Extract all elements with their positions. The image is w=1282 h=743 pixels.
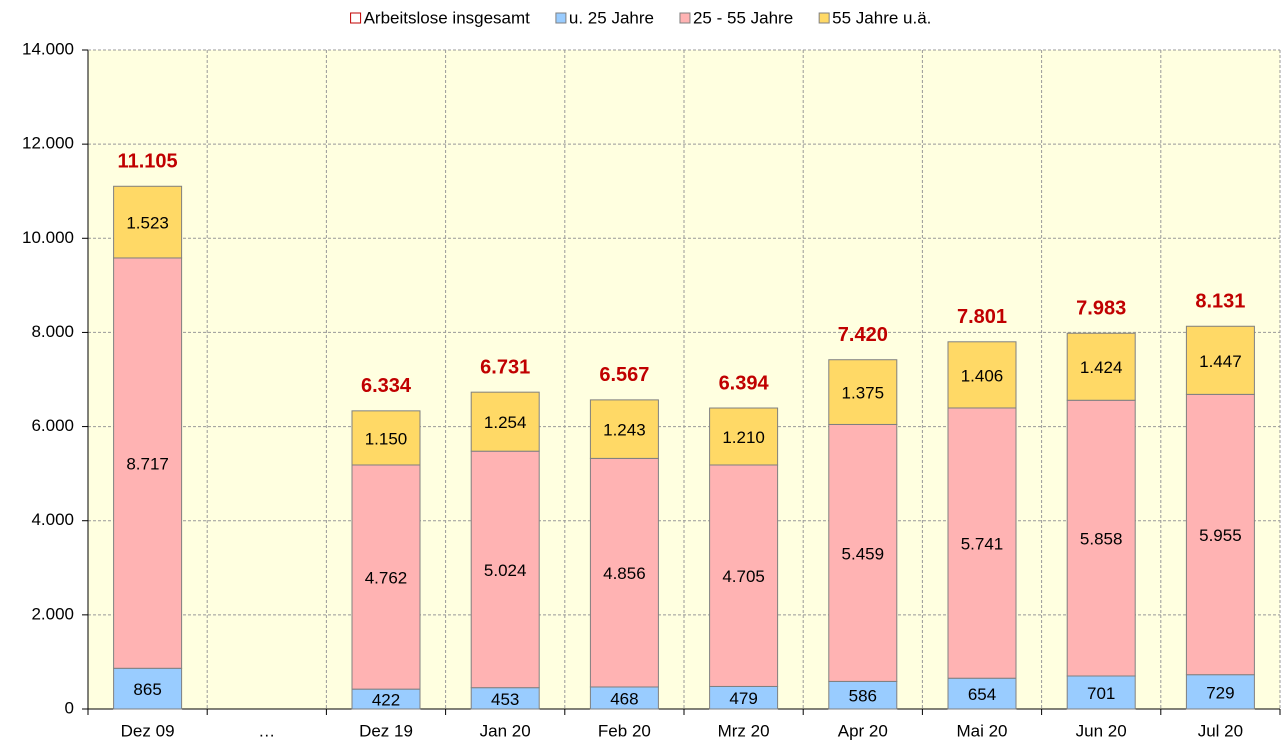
- bar-segment: [1185, 393, 1255, 676]
- bar-segment: [470, 450, 540, 689]
- bar-segment: [351, 464, 421, 690]
- x-tick-label: Feb 20: [598, 721, 651, 740]
- y-tick-label: 12.000: [22, 134, 74, 153]
- data-label: 1.424: [1080, 358, 1123, 377]
- legend-swatch: [818, 12, 830, 24]
- y-tick-label: 6.000: [31, 416, 74, 435]
- data-label: 654: [968, 685, 996, 704]
- data-label: 1.523: [126, 214, 169, 233]
- bar-segment: [113, 185, 183, 259]
- total-label: 8.131: [1195, 291, 1245, 313]
- data-label: 453: [491, 690, 519, 709]
- bar-segment: [1066, 675, 1136, 710]
- total-label: 7.420: [838, 324, 888, 346]
- bar-segment: [1185, 325, 1255, 395]
- bar-segment: [947, 407, 1017, 679]
- data-label: 1.406: [961, 366, 1004, 385]
- data-label: 1.210: [722, 428, 765, 447]
- data-label: 1.243: [603, 421, 646, 440]
- data-label: 4.856: [603, 564, 646, 583]
- legend-swatch: [555, 12, 567, 24]
- data-label: 422: [372, 691, 400, 710]
- legend-label: 55 Jahre u.ä.: [832, 8, 931, 27]
- y-tick-label: 8.000: [31, 322, 74, 341]
- y-tick-label: 0: [65, 698, 74, 717]
- data-label: 586: [849, 687, 877, 706]
- data-label: 5.741: [961, 535, 1004, 554]
- bar-segment: [1185, 674, 1255, 710]
- bar-segment: [1066, 399, 1136, 677]
- x-tick-label: Apr 20: [838, 721, 888, 740]
- bar-segment: [709, 464, 779, 687]
- data-label: 5.955: [1199, 526, 1242, 545]
- legend-swatch: [679, 12, 691, 24]
- bar-segment: [828, 680, 898, 710]
- y-tick-label: 4.000: [31, 510, 74, 529]
- bar-segment: [470, 391, 540, 452]
- total-label: 6.567: [599, 364, 649, 386]
- data-label: 5.858: [1080, 530, 1123, 549]
- data-label: 5.459: [842, 544, 885, 563]
- bar-segment: [1066, 332, 1136, 401]
- x-tick-label: Dez 19: [359, 721, 413, 740]
- total-label: 6.394: [719, 372, 770, 394]
- total-label: 7.983: [1076, 298, 1126, 320]
- data-label: 1.375: [842, 384, 885, 403]
- data-label: 1.254: [484, 413, 527, 432]
- data-label: 8.717: [126, 455, 169, 474]
- total-label: 7.801: [957, 306, 1007, 328]
- bar-segment: [828, 359, 898, 425]
- data-label: 479: [729, 689, 757, 708]
- bar-segment: [113, 257, 183, 669]
- legend-label: u. 25 Jahre: [569, 8, 654, 27]
- data-label: 1.150: [365, 429, 408, 448]
- x-tick-label: …: [258, 721, 275, 740]
- data-label: 4.762: [365, 569, 408, 588]
- bar-segment: [589, 399, 659, 459]
- legend-label: 25 - 55 Jahre: [693, 8, 793, 27]
- y-tick-label: 10.000: [22, 228, 74, 247]
- x-tick-label: Dez 09: [121, 721, 175, 740]
- x-tick-label: Jun 20: [1076, 721, 1127, 740]
- bar-segment: [351, 410, 421, 466]
- total-label: 6.334: [361, 375, 412, 397]
- data-label: 5.024: [484, 561, 527, 580]
- total-label: 11.105: [118, 151, 178, 173]
- total-label: 6.731: [480, 356, 530, 378]
- data-label: 701: [1087, 684, 1115, 703]
- x-tick-label: Mrz 20: [718, 721, 770, 740]
- bar-segment: [828, 423, 898, 682]
- data-label: 1.447: [1199, 352, 1242, 371]
- bar-segment: [589, 457, 659, 688]
- y-tick-label: 14.000: [22, 39, 74, 58]
- data-label: 729: [1206, 683, 1234, 702]
- data-label: 865: [133, 680, 161, 699]
- x-tick-label: Mai 20: [956, 721, 1007, 740]
- data-label: 4.705: [722, 567, 765, 586]
- legend-label: Arbeitslose insgesamt: [364, 8, 531, 27]
- legend: Arbeitslose insgesamt u. 25 Jahre 25 - 55 …: [350, 8, 931, 27]
- y-tick-label: 2.000: [31, 604, 74, 623]
- x-tick-label: Jul 20: [1198, 721, 1243, 740]
- legend-swatch: [350, 12, 362, 24]
- bar-segment: [947, 341, 1017, 409]
- bar-segment: [709, 407, 779, 466]
- x-tick-label: Jan 20: [480, 721, 531, 740]
- data-label: 468: [610, 689, 638, 708]
